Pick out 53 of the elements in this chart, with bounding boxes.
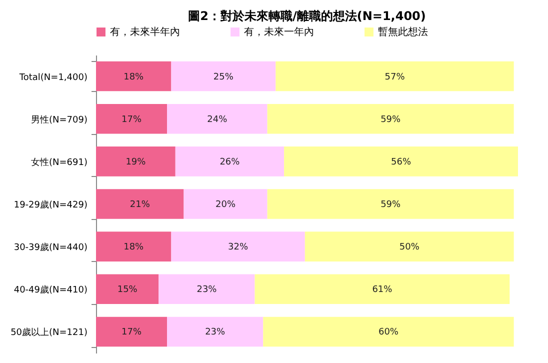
data-label: 19% bbox=[126, 157, 146, 168]
y-tick-label: Total(N=1,400) bbox=[18, 72, 88, 83]
y-tick-label: 19-29歲(N=429) bbox=[14, 200, 88, 210]
y-tick-label: 30-39歲(N=440) bbox=[14, 242, 88, 254]
bar bbox=[158, 274, 255, 304]
bar bbox=[96, 189, 184, 219]
bar bbox=[263, 316, 514, 347]
data-label: 60% bbox=[378, 328, 399, 338]
data-label: 50% bbox=[399, 242, 420, 253]
data-label: 23% bbox=[205, 328, 226, 338]
bar bbox=[171, 61, 276, 92]
data-label: 17% bbox=[122, 328, 142, 338]
bar bbox=[276, 61, 514, 92]
y-tick-label: 40-49歲(N=410) bbox=[14, 284, 88, 296]
data-label: 17% bbox=[122, 114, 142, 125]
data-label: 24% bbox=[207, 114, 228, 125]
data-label: 61% bbox=[372, 285, 393, 296]
bar bbox=[184, 189, 268, 219]
bar bbox=[254, 274, 510, 304]
bar bbox=[96, 104, 168, 134]
bar bbox=[96, 316, 168, 347]
bar bbox=[175, 146, 284, 176]
bar bbox=[96, 232, 172, 262]
y-tick-label: 男性(N=709) bbox=[31, 114, 88, 126]
bar bbox=[304, 232, 514, 262]
data-label: 26% bbox=[220, 157, 240, 168]
data-label: 32% bbox=[228, 242, 249, 253]
bar bbox=[96, 61, 172, 92]
data-label: 25% bbox=[213, 72, 234, 82]
bar bbox=[167, 104, 268, 134]
bar bbox=[96, 274, 159, 304]
chart-title: 圖2：對於未來轉職/離職的想法(N=1,400) bbox=[188, 9, 426, 23]
data-label: 20% bbox=[216, 200, 236, 210]
bar bbox=[96, 146, 176, 176]
data-label: 18% bbox=[124, 242, 144, 253]
data-label: 56% bbox=[391, 157, 412, 168]
data-label: 59% bbox=[380, 200, 402, 210]
legend-label: 有，未來半年內 bbox=[110, 26, 180, 38]
data-label: 57% bbox=[384, 72, 406, 82]
bar bbox=[167, 316, 264, 347]
bar bbox=[284, 146, 518, 176]
data-label: 59% bbox=[380, 114, 402, 125]
data-label: 21% bbox=[130, 200, 150, 210]
bar bbox=[267, 104, 514, 134]
y-tick-label: 女性(N=691) bbox=[31, 156, 88, 168]
y-tick-label: 50歲以上(N=121) bbox=[10, 327, 88, 338]
data-label: 18% bbox=[124, 72, 144, 82]
data-label: 23% bbox=[196, 285, 218, 296]
legend-label: 暫無此想法 bbox=[378, 26, 428, 38]
bar bbox=[171, 232, 305, 262]
bar bbox=[267, 189, 514, 219]
legend-label: 有，未來一年內 bbox=[244, 26, 314, 38]
data-label: 15% bbox=[117, 285, 138, 296]
